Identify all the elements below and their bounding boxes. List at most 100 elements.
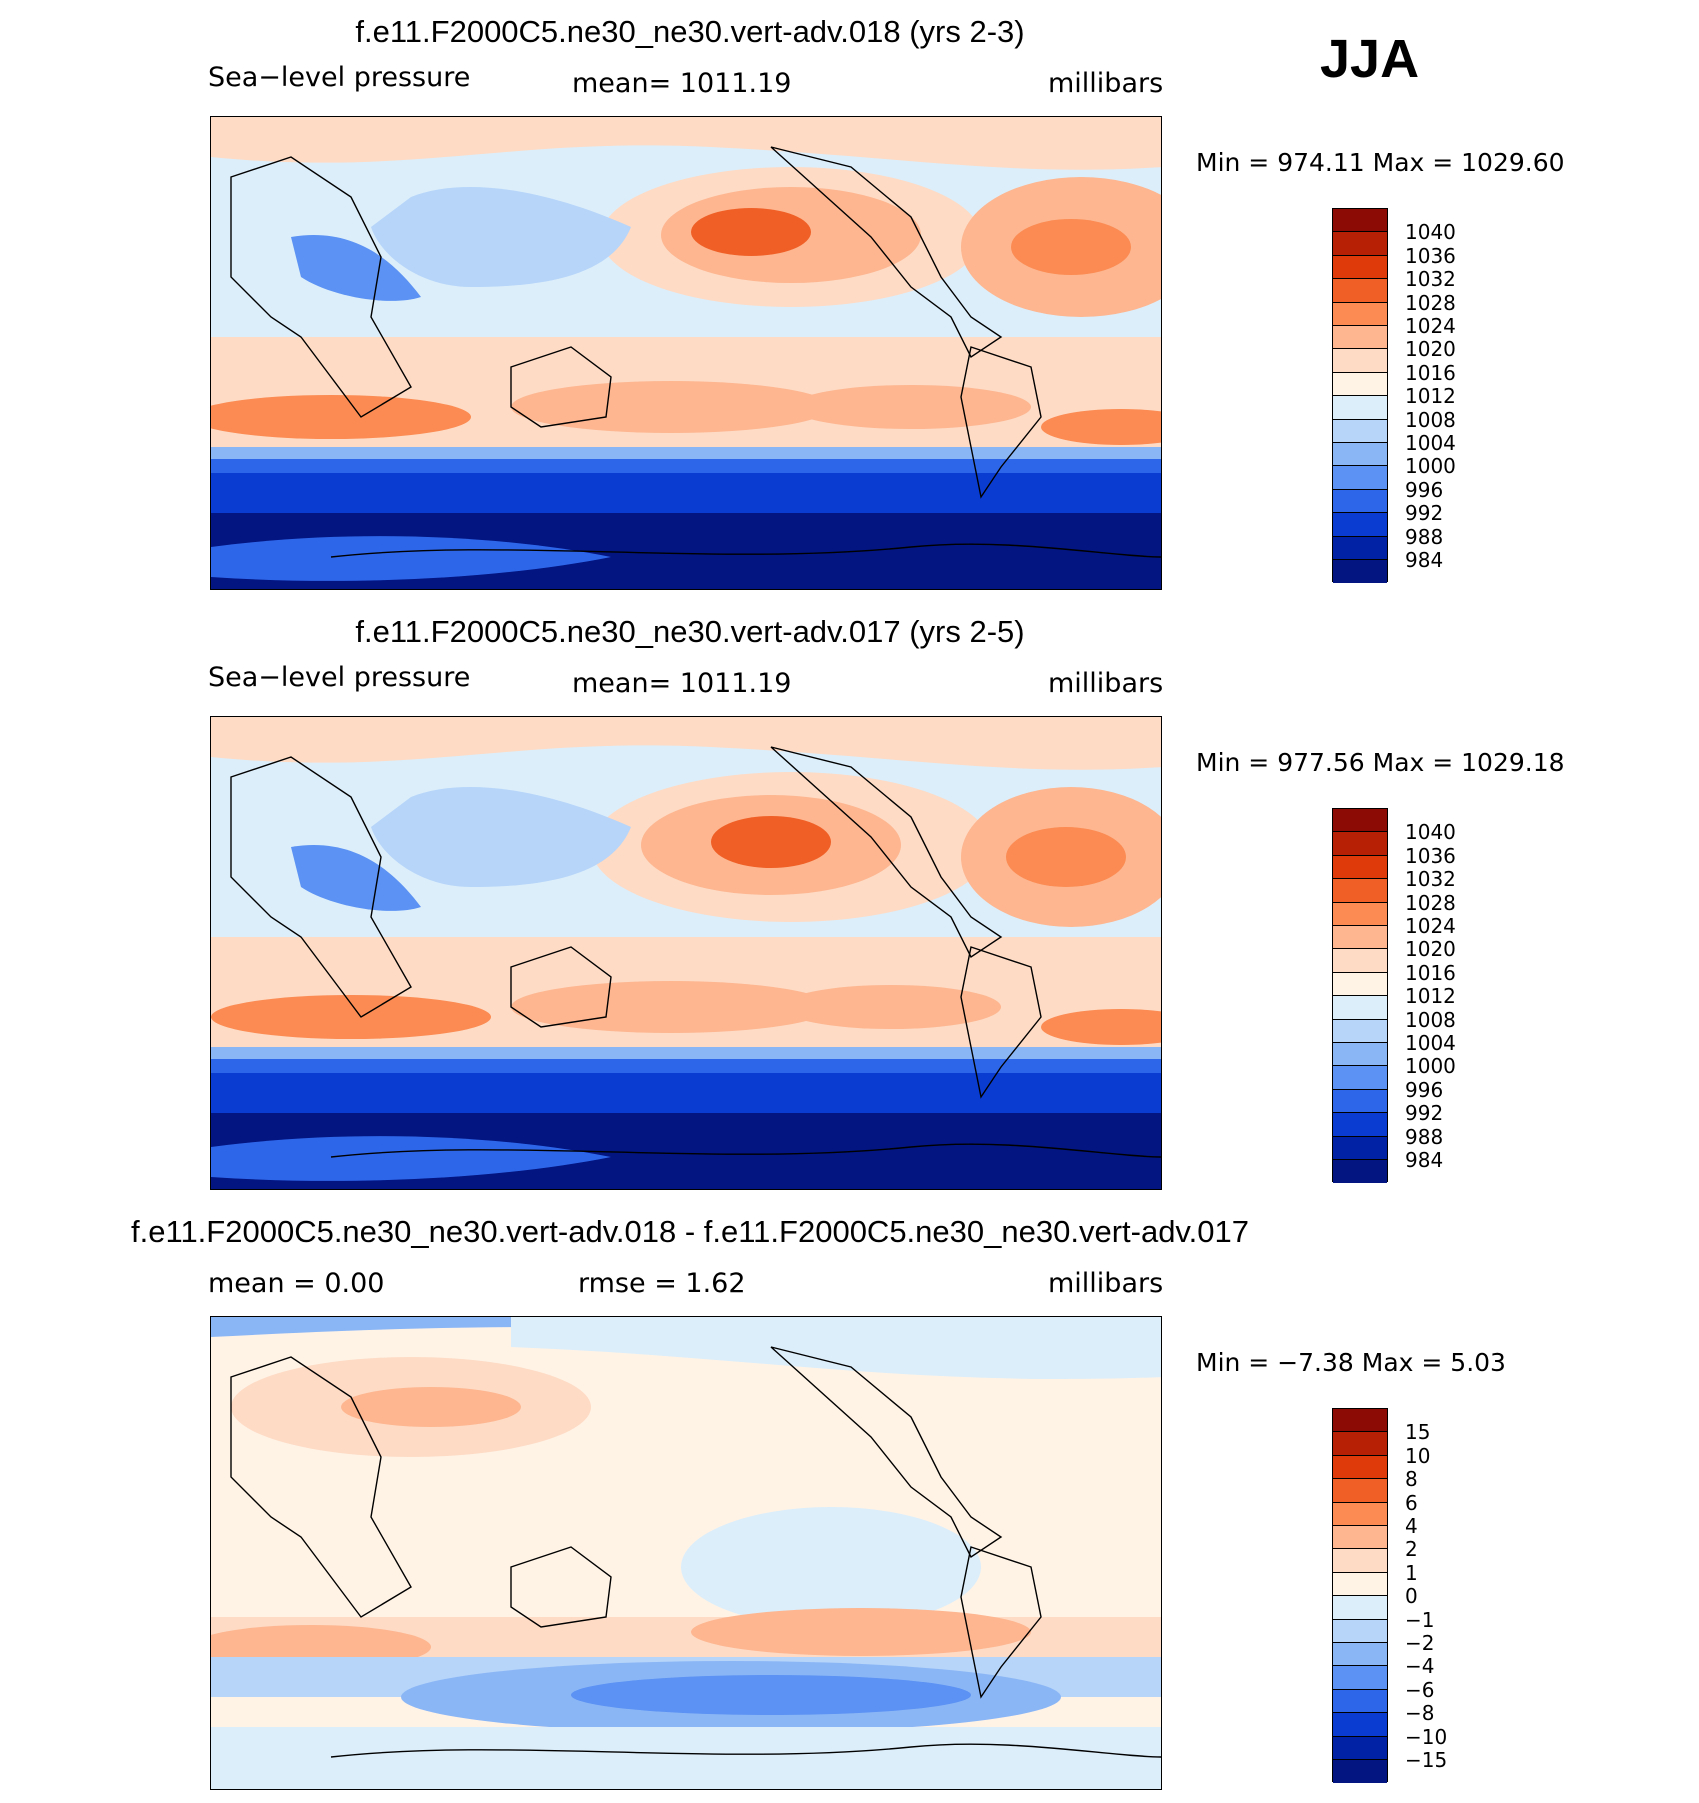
minmax-label: Min = −7.38 Max = 5.03	[1196, 1348, 1506, 1377]
panel-title: f.e11.F2000C5.ne30_ne30.vert-adv.018 - f…	[131, 1214, 1249, 1249]
colorbar-swatch	[1333, 1736, 1387, 1760]
slp-map	[210, 116, 1162, 590]
colorbar-swatch	[1333, 1526, 1387, 1550]
colorbar-tick-label: 1012	[1405, 984, 1456, 1009]
colorbar-swatch	[1333, 832, 1387, 856]
colorbar-tick-label: 1020	[1405, 937, 1456, 962]
colorbar-swatch	[1333, 349, 1387, 373]
colorbar: 1040 1036 1032 1028 1024 1020 1016 1012 1008 1004…	[1332, 808, 1456, 1184]
colorbar-tick-label: 988	[1405, 524, 1444, 549]
mean-label: mean= 1011.19	[572, 68, 792, 99]
colorbar-box: 15 10 8 6 4 2 1 0 −1 −2 −4 −6 −8 −10 −15	[1332, 1408, 1447, 1784]
colorbar-swatch	[1333, 855, 1387, 880]
colorbar-swatch	[1333, 396, 1387, 420]
colorbar-tick-label: 1004	[1405, 431, 1456, 455]
colorbar-tick-label: 1036	[1405, 843, 1456, 868]
mean-label: mean= 1011.19	[572, 668, 792, 699]
slp-map-graphic	[211, 117, 1161, 589]
colorbar-tick-label: −6	[1405, 1677, 1435, 1702]
colorbar-swatch	[1333, 949, 1387, 973]
slp-map-graphic	[211, 717, 1161, 1189]
minmax-label: Min = 974.11 Max = 1029.60	[1196, 148, 1565, 177]
colorbar-swatch	[1333, 996, 1387, 1020]
colorbar-swatch	[1333, 1066, 1387, 1090]
rmse-label: rmse = 1.62	[578, 1268, 746, 1299]
colorbar-tick-label: 1012	[1405, 384, 1456, 409]
colorbar-tick-label: 988	[1405, 1124, 1444, 1149]
colorbar-swatch	[1333, 1596, 1387, 1620]
colorbar-tick-label: 15	[1405, 1420, 1431, 1445]
panel-difference: f.e11.F2000C5.ne30_ne30.vert-adv.018 - f…	[0, 1200, 1699, 1800]
colorbar-swatch	[1333, 1409, 1387, 1433]
colorbar-tick-label: 1016	[1405, 360, 1456, 385]
colorbar: 15 10 8 6 4 2 1 0 −1 −2 −4 −6 −8 −10 −15	[1332, 1408, 1447, 1784]
colorbar-swatch	[1333, 1160, 1387, 1184]
colorbar-swatch	[1333, 1479, 1387, 1503]
colorbar-tick-label: −10	[1405, 1724, 1448, 1749]
colorbar-swatch	[1333, 1432, 1387, 1456]
colorbar-tick-label: 1028	[1405, 890, 1456, 915]
colorbar-tick-label: −8	[1405, 1701, 1435, 1726]
colorbar-tick-label: 992	[1405, 1101, 1444, 1126]
colorbar-swatch	[1333, 372, 1387, 397]
season-label: JJA	[1320, 29, 1420, 89]
colorbar-tick-label: 1000	[1405, 454, 1456, 479]
colorbar-swatch	[1333, 466, 1387, 490]
slp-map	[210, 716, 1162, 1190]
colorbar-swatch	[1333, 1549, 1387, 1573]
colorbar-tick-label: 1032	[1405, 267, 1456, 292]
colorbar-box: 1040 1036 1032 1028 1024 1020 1016 1012 1008 1004…	[1332, 808, 1456, 1184]
colorbar-tick-label: 1016	[1405, 960, 1456, 985]
colorbar-swatch	[1333, 1760, 1387, 1784]
colorbar-swatch	[1333, 302, 1387, 326]
colorbar-tick-label: 10	[1405, 1443, 1431, 1468]
colorbar-tick-label: −2	[1405, 1631, 1435, 1655]
colorbar-swatch	[1333, 209, 1387, 233]
colorbar-swatch	[1333, 1019, 1387, 1043]
colorbar-tick-label: 1024	[1405, 314, 1456, 338]
colorbar-tick-label: 1008	[1405, 407, 1456, 432]
colorbar-swatch	[1333, 279, 1387, 303]
colorbar-swatch	[1333, 232, 1387, 256]
panel-title: f.e11.F2000C5.ne30_ne30.vert-adv.017 (yr…	[355, 614, 1025, 649]
colorbar-swatch	[1333, 419, 1387, 443]
colorbar-tick-label: 1008	[1405, 1007, 1456, 1032]
variable-label: Sea−level pressure	[208, 662, 471, 693]
colorbar-swatch	[1333, 1619, 1387, 1643]
colorbar-swatch	[1333, 1689, 1387, 1714]
minmax-label: Min = 977.56 Max = 1029.18	[1196, 748, 1565, 777]
colorbar-swatch	[1333, 255, 1387, 280]
colorbar-swatch	[1333, 443, 1387, 467]
colorbar-swatch	[1333, 972, 1387, 997]
colorbar-tick-label: 1000	[1405, 1054, 1456, 1079]
colorbar-swatch	[1333, 326, 1387, 350]
units-label: millibars	[1048, 68, 1164, 99]
colorbar-swatch	[1333, 513, 1387, 537]
colorbar-swatch	[1333, 1455, 1387, 1480]
colorbar-tick-label: 1028	[1405, 290, 1456, 315]
colorbar-tick-label: 984	[1405, 1148, 1444, 1172]
colorbar-tick-label: 2	[1405, 1537, 1418, 1562]
panel-slp-017: f.e11.F2000C5.ne30_ne30.vert-adv.017 (yr…	[0, 600, 1699, 1200]
colorbar-swatch	[1333, 536, 1387, 560]
colorbar: 1040 1036 1032 1028 1024 1020 1016 1012 1008 1004…	[1332, 208, 1456, 584]
colorbar-tick-label: 8	[1405, 1467, 1418, 1492]
colorbar-tick-label: 0	[1405, 1584, 1418, 1609]
colorbar-swatch	[1333, 1089, 1387, 1114]
colorbar-tick-label: 996	[1405, 1077, 1444, 1102]
colorbar-tick-label: 984	[1405, 548, 1444, 572]
colorbar-tick-label: 992	[1405, 501, 1444, 526]
colorbar-tick-label: 6	[1405, 1490, 1418, 1515]
variable-label: Sea−level pressure	[208, 62, 471, 93]
colorbar-tick-label: −1	[1405, 1607, 1435, 1632]
colorbar-swatch	[1333, 1713, 1387, 1737]
colorbar-swatch	[1333, 926, 1387, 950]
colorbar-swatch	[1333, 879, 1387, 903]
colorbar-swatch	[1333, 1666, 1387, 1690]
panel-title: f.e11.F2000C5.ne30_ne30.vert-adv.018 (yr…	[355, 14, 1025, 49]
colorbar-tick-label: 1032	[1405, 867, 1456, 892]
panel-slp-018: f.e11.F2000C5.ne30_ne30.vert-adv.018 (yr…	[0, 0, 1699, 600]
units-label: millibars	[1048, 668, 1164, 699]
colorbar-swatch	[1333, 1502, 1387, 1526]
difference-map-graphic	[211, 1317, 1161, 1789]
